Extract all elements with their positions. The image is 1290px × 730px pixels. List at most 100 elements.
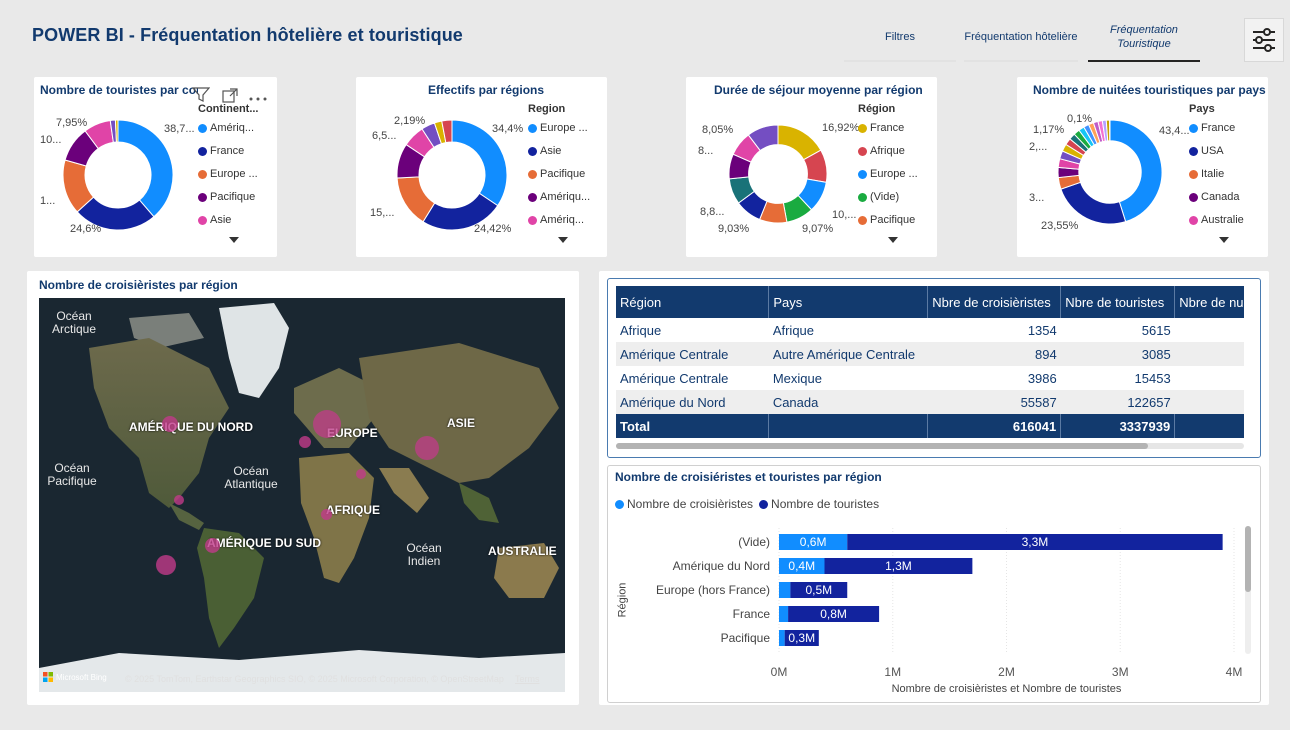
bar-croisieristes[interactable] bbox=[779, 558, 825, 574]
bar-touristes[interactable] bbox=[788, 606, 880, 622]
y-category-label: (Vide) bbox=[738, 535, 770, 549]
table-row[interactable]: Afrique Afrique 1354 5615 bbox=[616, 318, 1244, 342]
tab-filtres[interactable]: Filtres bbox=[844, 20, 956, 54]
legend-item[interactable]: France bbox=[198, 144, 258, 158]
cell-nuitees bbox=[1174, 342, 1244, 366]
legend-item[interactable]: France bbox=[858, 121, 918, 135]
filter-icon[interactable] bbox=[191, 87, 211, 108]
legend-item[interactable]: Asie bbox=[198, 213, 258, 227]
table-row[interactable]: Amérique Centrale Mexique 3986 15453 bbox=[616, 366, 1244, 390]
donut4-legend-title: Pays bbox=[1189, 103, 1215, 115]
bar-chart-vertical-scrollbar[interactable] bbox=[1245, 526, 1251, 654]
cell-touristes: 15453 bbox=[1134, 370, 1171, 386]
map-bubble-amerique-nord[interactable] bbox=[162, 416, 178, 432]
bar-touristes[interactable] bbox=[824, 558, 973, 574]
table-horizontal-scrollbar[interactable] bbox=[616, 443, 1244, 449]
bar-croisieristes[interactable] bbox=[779, 582, 791, 598]
legend-item[interactable]: Italie bbox=[1189, 167, 1244, 181]
map-bubble-amerique-sud[interactable] bbox=[205, 538, 220, 553]
world-map[interactable]: Océan Arctique Océan Pacifique Océan Atl… bbox=[39, 298, 565, 692]
bar-touristes[interactable] bbox=[847, 534, 1223, 550]
map-bubble-europe-ouest[interactable] bbox=[299, 436, 311, 448]
cell-region: Amérique Centrale bbox=[620, 370, 729, 386]
tab-frequentation-hoteliere[interactable]: Fréquentation hôtelière bbox=[964, 20, 1078, 54]
map-bubble-afrique[interactable] bbox=[321, 509, 332, 520]
legend-item[interactable]: Europe ... bbox=[528, 121, 590, 135]
legend-item[interactable]: France bbox=[1189, 121, 1244, 135]
legend-label: Europe ... bbox=[210, 168, 258, 180]
legend-item[interactable]: Pacifique bbox=[198, 190, 258, 204]
bar-croisieristes[interactable] bbox=[779, 606, 789, 622]
donut2-label-b: 24,42% bbox=[474, 223, 512, 235]
legend-swatch bbox=[1189, 123, 1198, 133]
legend-item[interactable]: Amériqu... bbox=[528, 190, 590, 204]
donut-slice[interactable] bbox=[451, 119, 508, 207]
column-header-touristes[interactable]: Nbre de touristes bbox=[1060, 286, 1176, 318]
bar-chart-plot[interactable]: 0M 1M 2M 3M 4M Nombre de croisièristes et Nom… bbox=[630, 528, 1250, 704]
legend-item[interactable]: (Vide) bbox=[858, 190, 918, 204]
legend-item[interactable]: USA bbox=[1189, 144, 1244, 158]
column-header-pays[interactable]: Pays bbox=[768, 286, 929, 318]
tab-filtres-underline bbox=[844, 60, 956, 62]
tab-filtres-label: Filtres bbox=[885, 31, 915, 43]
bar-chart-scrollbar-thumb[interactable] bbox=[1245, 526, 1251, 592]
cell-pays: Autre Amérique Centrale bbox=[768, 342, 928, 366]
map-bubble-asie[interactable] bbox=[415, 436, 439, 460]
legend-item[interactable]: Afrique bbox=[858, 144, 918, 158]
sliders-icon[interactable] bbox=[1244, 18, 1284, 62]
donut-slice[interactable] bbox=[441, 119, 453, 144]
donut-slice[interactable] bbox=[747, 124, 779, 152]
donut-slice[interactable] bbox=[117, 119, 174, 218]
map-terms-link[interactable]: Terms bbox=[515, 674, 540, 684]
legend-item[interactable]: Pacifique bbox=[528, 167, 590, 181]
donut1-chart[interactable] bbox=[62, 119, 174, 231]
bar-touristes[interactable] bbox=[790, 582, 848, 598]
legend-item[interactable]: Canada bbox=[1189, 190, 1244, 204]
column-header-region[interactable]: Région bbox=[616, 286, 770, 318]
legend-label: Europe ... bbox=[540, 122, 588, 134]
donut-slice[interactable] bbox=[1109, 119, 1163, 223]
map-region-afrique: AFRIQUE bbox=[326, 503, 380, 517]
legend-item[interactable]: Amériq... bbox=[198, 121, 258, 135]
map-region-australie: AUSTRALIE bbox=[488, 544, 557, 558]
table-row[interactable]: Amérique Centrale Autre Amérique Central… bbox=[616, 342, 1244, 366]
table-scrollbar-thumb[interactable] bbox=[616, 443, 1148, 449]
donut-slice[interactable] bbox=[1060, 181, 1127, 225]
column-header-nuitees[interactable]: Nbre de nu bbox=[1174, 286, 1244, 318]
donut4-label-d: 2,... bbox=[1029, 141, 1048, 153]
more-options-icon[interactable] bbox=[248, 90, 268, 108]
legend-label-croisieristes[interactable]: Nombre de croisièristes bbox=[627, 497, 754, 511]
total-nuitees bbox=[1174, 414, 1244, 438]
bar-croisieristes[interactable] bbox=[779, 534, 848, 550]
legend-item[interactable]: Europe ... bbox=[198, 167, 258, 181]
donut4-legend-scroll-icon[interactable] bbox=[1219, 237, 1229, 243]
donut2-legend-scroll-icon[interactable] bbox=[558, 237, 568, 243]
legend-item[interactable]: Pacifique bbox=[858, 213, 918, 227]
map-bubble-europe[interactable] bbox=[313, 410, 341, 438]
legend-label-touristes[interactable]: Nombre de touristes bbox=[771, 497, 880, 511]
donut2-chart[interactable] bbox=[396, 119, 508, 231]
donut3-chart[interactable] bbox=[728, 124, 828, 224]
bar-croisieristes[interactable] bbox=[779, 630, 785, 646]
donut2-title: Effectifs par régions bbox=[428, 83, 545, 97]
column-header-croisieristes[interactable]: Nbre de croisièristes bbox=[927, 286, 1062, 318]
legend-item[interactable]: Asie bbox=[528, 144, 590, 158]
cell-region: Afrique bbox=[620, 322, 662, 338]
bar-touristes[interactable] bbox=[784, 630, 819, 646]
map-bubble-amerique-centrale[interactable] bbox=[174, 495, 184, 505]
tab-frequentation-touristique[interactable]: Fréquentation Touristique bbox=[1088, 20, 1200, 54]
legend-label: (Vide) bbox=[870, 191, 900, 203]
table-row[interactable]: Amérique du Nord Canada 55587 122657 bbox=[616, 390, 1244, 414]
legend-item[interactable]: Europe ... bbox=[858, 167, 918, 181]
legend-item[interactable]: Australie bbox=[1189, 213, 1244, 227]
donut4-chart[interactable] bbox=[1057, 119, 1163, 225]
cell-touristes: 3085 bbox=[1060, 342, 1175, 366]
donut1-legend-scroll-icon[interactable] bbox=[229, 237, 239, 243]
map-bubble-moyen-orient[interactable] bbox=[356, 469, 366, 479]
donut-slice[interactable] bbox=[114, 119, 119, 143]
donut3-legend-scroll-icon[interactable] bbox=[888, 237, 898, 243]
map-bubble-pacifique[interactable] bbox=[156, 555, 176, 575]
focus-mode-icon[interactable] bbox=[222, 88, 238, 108]
legend-item[interactable]: Amériq... bbox=[528, 213, 590, 227]
data-table-viewport[interactable]: Région Pays Nbre de croisièristes Nbre d… bbox=[616, 286, 1244, 442]
